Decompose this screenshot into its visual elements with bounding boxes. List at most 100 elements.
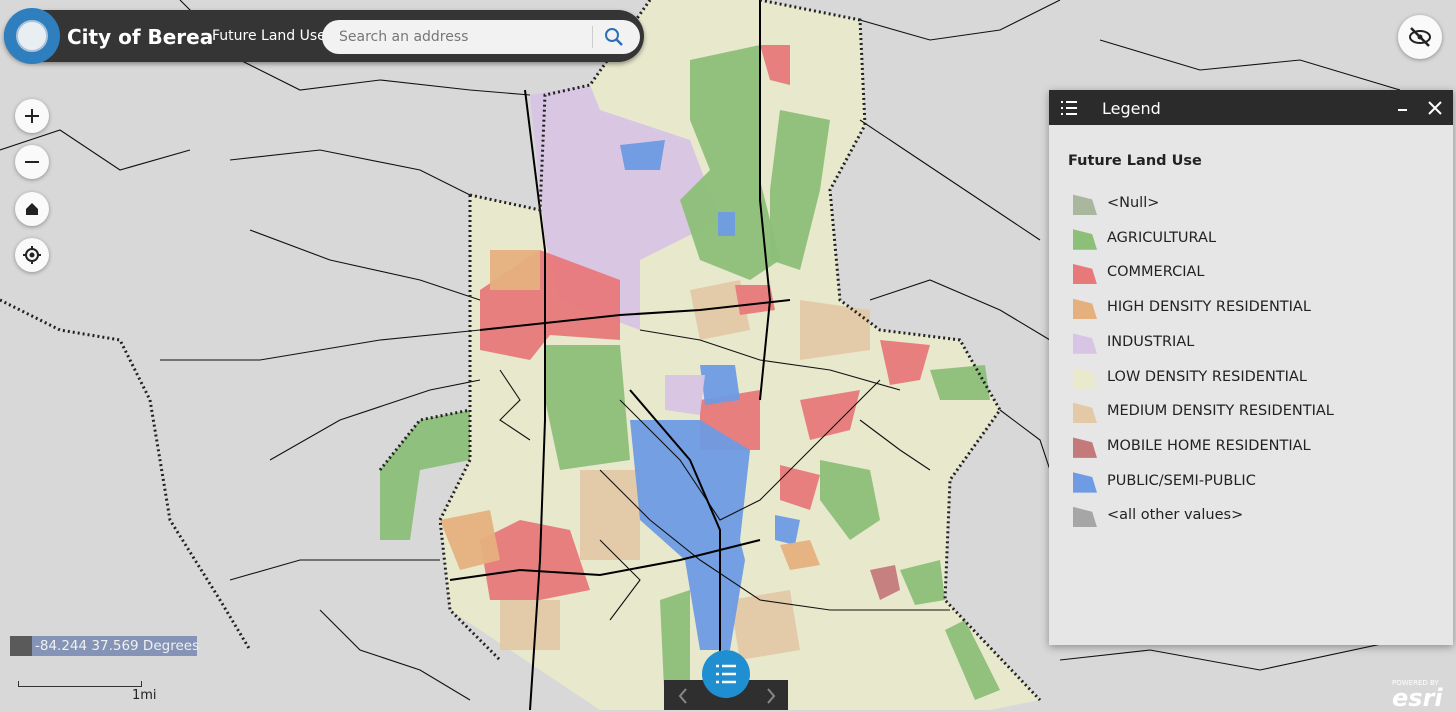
scale-label: 1mi [132, 688, 157, 703]
zoom-out-button[interactable] [15, 145, 49, 179]
legend-item: <all other values> [1073, 502, 1243, 528]
boundaries [0, 0, 1042, 702]
city-boundary [469, 0, 652, 212]
coordinate-icon[interactable] [10, 636, 32, 656]
road [249, 229, 481, 301]
zoom-in-button[interactable] [15, 99, 49, 133]
legend-item: PUBLIC/SEMI-PUBLIC [1073, 468, 1256, 494]
coordinates: -84.244 37.569 Degrees [35, 638, 200, 654]
land-use-area [690, 280, 750, 340]
legend-header: Legend [1049, 90, 1453, 125]
divider [592, 26, 593, 48]
land-use-area [945, 620, 1000, 700]
home-button[interactable] [15, 192, 49, 226]
toolbar-arrows[interactable] [672, 686, 782, 706]
legend-swatch [1073, 229, 1097, 250]
land-use-area [500, 600, 560, 650]
legend-label: <all other values> [1107, 507, 1244, 524]
legend-item: LOW DENSITY RESIDENTIAL [1073, 364, 1307, 390]
road [319, 609, 471, 701]
search-box[interactable]: Search an address [322, 20, 640, 54]
locate-button[interactable] [15, 238, 49, 272]
land-use-area [665, 375, 705, 415]
app-title: City of Berea [67, 25, 214, 49]
coordinate-widget: -84.244 37.569 Degrees [10, 636, 200, 656]
city-boundary [378, 408, 471, 471]
road [859, 0, 1061, 41]
legend-item: INDUSTRIAL [1073, 329, 1194, 355]
land-use-area [870, 565, 900, 600]
roads [0, 0, 1401, 710]
city-boundary [759, 0, 1042, 702]
road [639, 329, 901, 391]
land-use-area [930, 365, 990, 400]
search-placeholder: Search an address [339, 29, 469, 45]
city-logo [4, 8, 60, 64]
land-use-area [775, 515, 800, 545]
search-button[interactable] [604, 27, 624, 47]
legend-swatch [1073, 472, 1097, 493]
legend-item: AGRICULTURAL [1073, 225, 1216, 251]
road [599, 469, 950, 611]
land-use-area [730, 590, 800, 660]
scale-bar [18, 681, 142, 687]
land-use-area [735, 285, 775, 315]
road [1059, 639, 1401, 671]
legend-item: MEDIUM DENSITY RESIDENTIAL [1073, 398, 1334, 424]
road [269, 379, 481, 461]
attribution-brand: esri [1392, 684, 1443, 712]
land-use-area [680, 45, 780, 280]
highway [629, 389, 721, 710]
legend-label: HIGH DENSITY RESIDENTIAL [1107, 299, 1311, 316]
road [1099, 39, 1401, 91]
highway [449, 539, 761, 581]
legend-swatch [1073, 298, 1097, 320]
land-use-areas [380, 0, 1040, 710]
legend-swatch [1073, 333, 1097, 354]
land-use-area [545, 345, 630, 470]
legend-label: INDUSTRIAL [1107, 333, 1195, 350]
legend-item: HIGH DENSITY RESIDENTIAL [1073, 294, 1311, 320]
highway [479, 299, 791, 331]
county-boundary [0, 298, 252, 651]
visibility-toggle[interactable] [1398, 15, 1442, 59]
legend-swatch [1073, 194, 1097, 215]
road [859, 119, 1041, 241]
legend-panel: Legend Future Land Use <Null> AGRICULTURA… [1049, 90, 1453, 645]
road [619, 379, 881, 521]
land-use-area [770, 110, 830, 270]
land-use-area [580, 470, 640, 560]
legend-label: <Null> [1107, 195, 1160, 211]
legend-item: MOBILE HOME RESIDENTIAL [1073, 433, 1311, 459]
legend-label: COMMERCIAL [1107, 264, 1205, 281]
legend-label: MOBILE HOME RESIDENTIAL [1107, 437, 1311, 454]
legend-label: AGRICULTURAL [1107, 229, 1217, 246]
highway [759, 0, 772, 401]
land-use-area [780, 540, 820, 570]
land-use-area [718, 212, 735, 236]
land-use-area [490, 250, 540, 290]
legend-title: Legend [1102, 99, 1161, 118]
land-use-area [880, 340, 930, 385]
land-use-area [700, 365, 740, 405]
land-use-area [900, 560, 945, 605]
road [229, 559, 440, 581]
land-use-area [800, 300, 870, 360]
app-subtitle: Future Land Use [212, 28, 326, 44]
city-boundary [438, 195, 502, 662]
road [869, 279, 1051, 341]
land-use-area [800, 390, 860, 440]
road [859, 419, 931, 471]
attribution-powered: POWERED BY [1392, 679, 1439, 687]
highway [524, 89, 546, 710]
legend-swatch [1073, 263, 1097, 285]
panel-controls[interactable] [1397, 100, 1447, 116]
legend-label: PUBLIC/SEMI-PUBLIC [1107, 472, 1256, 489]
legend-swatch [1073, 506, 1097, 528]
legend-item: <Null> [1073, 190, 1159, 216]
land-use-area [440, 510, 500, 570]
legend-toggle-button[interactable] [702, 650, 750, 698]
legend-label: MEDIUM DENSITY RESIDENTIAL [1107, 403, 1334, 420]
legend-label: LOW DENSITY RESIDENTIAL [1107, 368, 1307, 385]
